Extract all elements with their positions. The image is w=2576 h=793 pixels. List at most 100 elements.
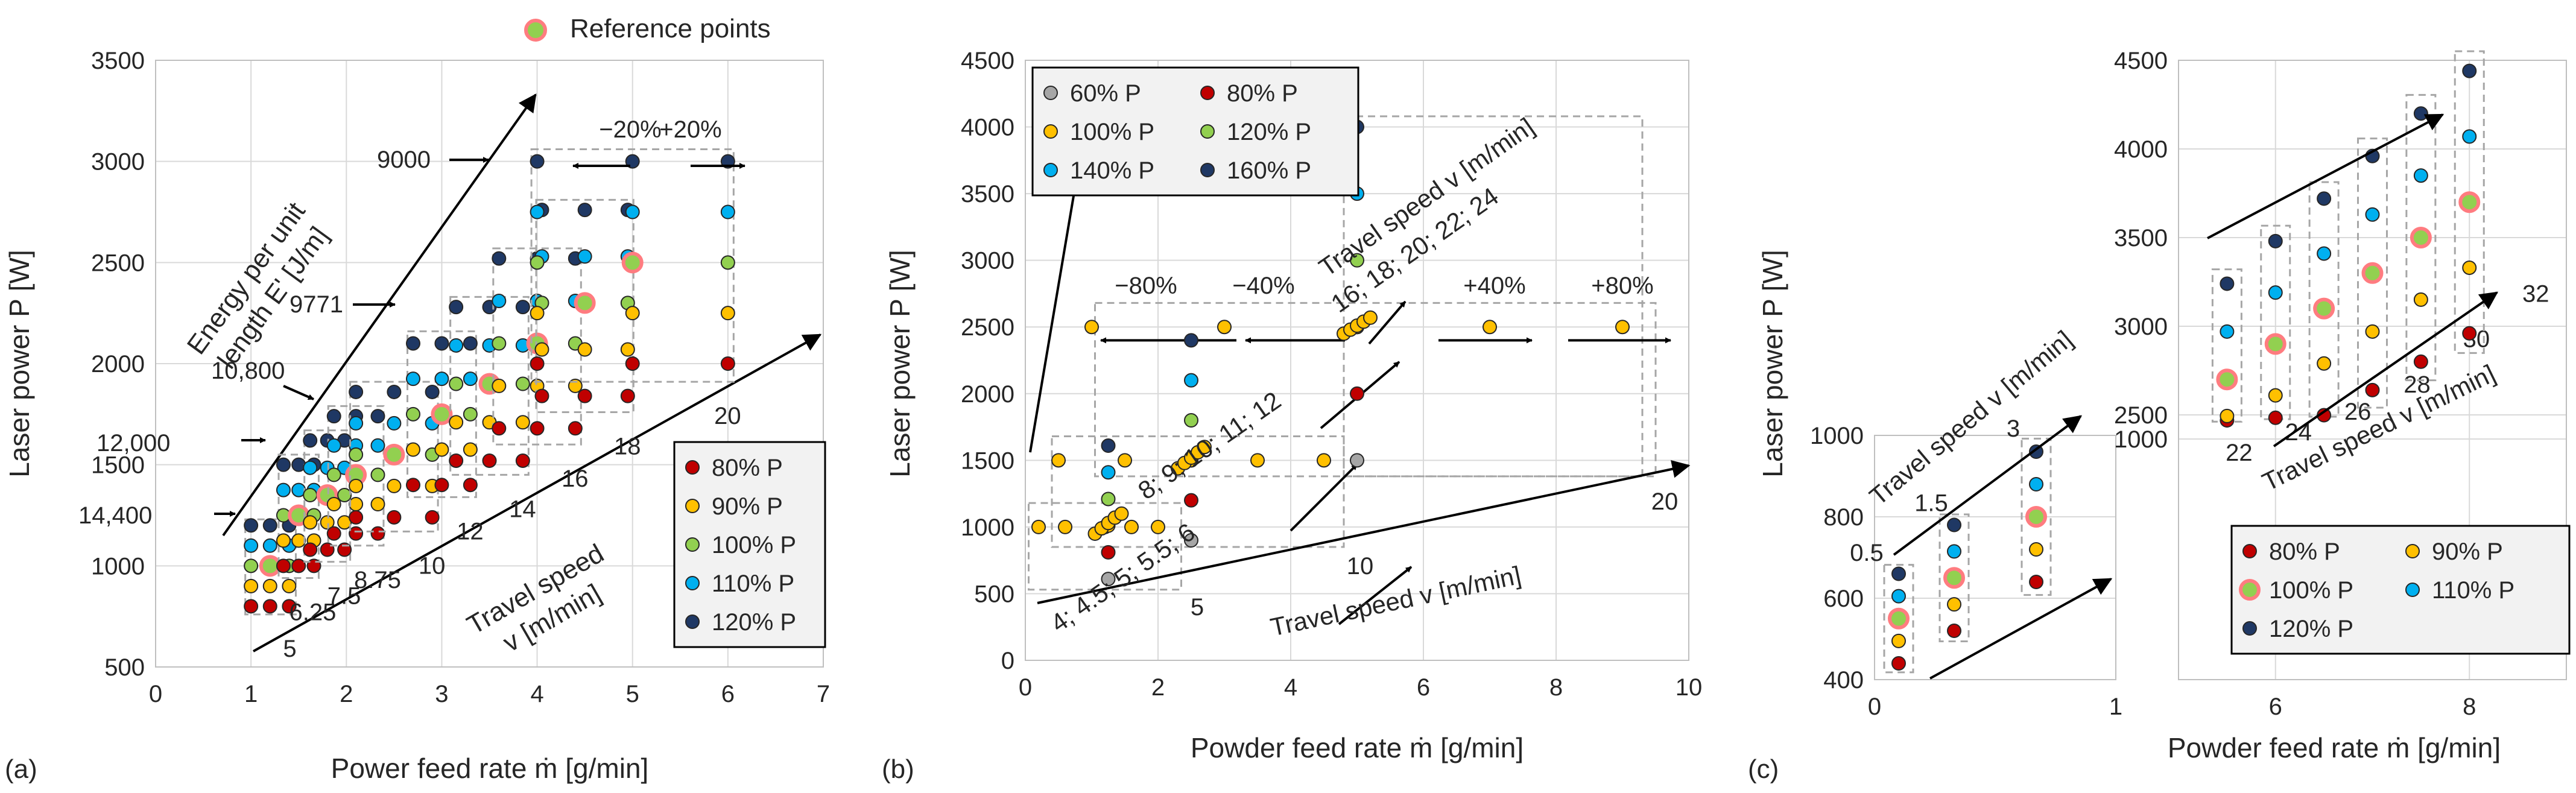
legend-box xyxy=(2230,525,2571,655)
y-tick-label: 500 xyxy=(974,581,1014,607)
chart-panel-b: 0 2 4 6 8 10 0 500 1000 1500 2000 2500 3000 3500 4000 4… xyxy=(882,48,1702,784)
data-point xyxy=(720,306,735,321)
energy-label: 9771 xyxy=(290,291,343,318)
data-point xyxy=(1891,566,1906,581)
data-point xyxy=(282,578,297,593)
data-point xyxy=(370,409,385,424)
power-dashed-box xyxy=(1343,115,1644,478)
data-point xyxy=(1184,333,1198,348)
data-point xyxy=(1615,320,1630,335)
data-point xyxy=(1031,519,1046,534)
data-point xyxy=(1947,624,1961,638)
level-dashed-box xyxy=(1883,564,1914,674)
x-axis-title: Power feed rate ṁ [g/min] xyxy=(331,753,649,784)
speed-label: 5 xyxy=(283,636,296,662)
data-point xyxy=(1250,453,1265,468)
data-point xyxy=(1184,373,1198,388)
left-speed-axis-label: Travel speed v [m/min] xyxy=(1864,325,2078,511)
data-point xyxy=(1151,519,1165,534)
data-point xyxy=(577,249,592,264)
data-point xyxy=(387,415,402,431)
data-point xyxy=(405,371,420,387)
x-tick-label: 2 xyxy=(340,681,353,707)
data-point xyxy=(2462,129,2477,144)
data-point xyxy=(2413,292,2428,307)
data-point xyxy=(463,371,478,387)
y-tick-label: 3000 xyxy=(2114,314,2168,340)
data-point xyxy=(425,510,440,525)
data-point xyxy=(577,203,592,218)
legend-marker xyxy=(685,499,700,513)
y-axis-title: Laser power P [W] xyxy=(1757,250,1788,478)
panel-label: (a) xyxy=(5,754,37,784)
energy-label-arrow xyxy=(283,385,314,400)
data-point xyxy=(303,515,318,530)
x-tick-label: 2 xyxy=(1151,674,1165,701)
y-tick-label: 400 xyxy=(1823,667,1864,693)
data-point xyxy=(349,447,364,462)
x-tick-label: 0 xyxy=(1019,674,1032,701)
speed-tick-label: 5 xyxy=(1191,594,1204,621)
data-point xyxy=(1947,544,1961,559)
y-tick-label: 3500 xyxy=(91,48,145,74)
data-point xyxy=(262,599,277,614)
level-dashed-box xyxy=(2211,268,2242,423)
reference-legend-marker xyxy=(524,19,547,42)
data-point xyxy=(387,478,402,493)
data-point xyxy=(349,510,364,525)
legend-marker xyxy=(685,576,700,590)
diagonal-speed-label: 8; 9; 10; 11; 12 xyxy=(1133,386,1286,505)
data-point xyxy=(625,204,640,220)
data-point xyxy=(303,487,318,502)
data-point xyxy=(1350,386,1364,401)
legend-label: 100% P xyxy=(2269,577,2353,604)
legend-label: 140% P xyxy=(1070,157,1154,184)
data-point xyxy=(320,515,335,530)
legend-marker xyxy=(685,537,700,552)
data-point xyxy=(720,255,735,270)
data-point xyxy=(2220,408,2235,423)
speed-label: 10 xyxy=(419,552,446,579)
reference-point xyxy=(383,443,405,466)
energy-label: 9000 xyxy=(377,147,431,173)
data-point xyxy=(1483,320,1497,335)
data-point xyxy=(2029,444,2043,459)
data-point xyxy=(303,460,318,475)
speed-label: 20 xyxy=(714,403,741,429)
y-tick-label: 2000 xyxy=(91,351,145,378)
data-point xyxy=(434,336,449,351)
data-point xyxy=(482,453,497,468)
legend-label: 90% P xyxy=(712,493,783,520)
plot-area xyxy=(1874,435,2116,680)
data-point xyxy=(326,467,341,482)
reference-point xyxy=(2410,227,2432,248)
y-tick-label: 800 xyxy=(1823,504,1864,531)
legend-label: 90% P xyxy=(2432,539,2503,565)
data-point xyxy=(370,438,385,453)
level-dashed-box xyxy=(2260,224,2291,420)
data-point xyxy=(1184,533,1198,548)
data-point xyxy=(449,453,464,468)
speed-label: 16 xyxy=(562,466,589,492)
energy-label: 14,400 xyxy=(78,502,152,529)
data-point xyxy=(276,558,291,573)
data-point xyxy=(1891,633,1906,648)
data-point xyxy=(262,518,277,533)
data-point xyxy=(2365,382,2380,397)
legend-label: 100% P xyxy=(712,532,796,558)
x-tick-label: 3 xyxy=(435,681,448,707)
data-point xyxy=(463,406,478,422)
pct-label: +80% xyxy=(1591,273,1653,299)
plot-area xyxy=(2178,60,2567,680)
legend-label: 80% P xyxy=(712,455,783,481)
data-point xyxy=(492,251,507,266)
pct-label: +40% xyxy=(1463,273,1525,299)
data-point xyxy=(2220,324,2235,339)
speed-label: 8.75 xyxy=(354,567,401,593)
data-point xyxy=(262,578,277,593)
data-point xyxy=(1947,517,1961,532)
data-point xyxy=(492,294,507,309)
plot-area xyxy=(155,60,824,668)
